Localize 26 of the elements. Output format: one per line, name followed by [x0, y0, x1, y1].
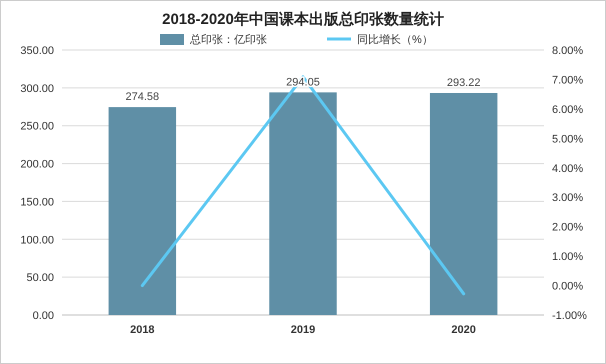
- y-tick-label: 350.00: [20, 45, 54, 57]
- legend-label: 总印张：亿印张: [189, 33, 267, 46]
- y-tick-label: 100.00: [20, 234, 54, 246]
- y-tick-label: 50.00: [26, 272, 54, 284]
- y2-tick-label: 2.00%: [552, 222, 584, 234]
- chart-title: 2018-2020年中国课本出版总印张数量统计: [162, 11, 444, 28]
- y2-tick-label: 0.00%: [552, 280, 584, 293]
- y2-tick-label: 6.00%: [552, 104, 584, 116]
- x-tick-label: 2020: [451, 324, 476, 336]
- y2-tick-label: 3.00%: [552, 192, 584, 204]
- y2-tick-label: -1.00%: [552, 310, 588, 322]
- y-tick-label: 150.00: [20, 196, 54, 208]
- y2-tick-label: 5.00%: [552, 133, 584, 146]
- y2-tick-label: 7.00%: [552, 74, 584, 86]
- y2-tick-label: 1.00%: [552, 251, 584, 264]
- y-tick-label: 0.00: [32, 310, 54, 322]
- data-label: 293.22: [446, 76, 480, 89]
- x-tick-label: 2018: [130, 324, 155, 336]
- legend-label: 同比增长（%）: [357, 33, 433, 46]
- data-label: 274.58: [126, 91, 160, 104]
- y2-tick-label: 8.00%: [552, 45, 584, 57]
- x-tick-label: 2019: [290, 324, 316, 336]
- y-tick-label: 300.00: [20, 82, 54, 95]
- y-tick-label: 250.00: [20, 120, 54, 133]
- y2-tick-label: 4.00%: [552, 162, 584, 175]
- y-tick-label: 200.00: [20, 158, 54, 171]
